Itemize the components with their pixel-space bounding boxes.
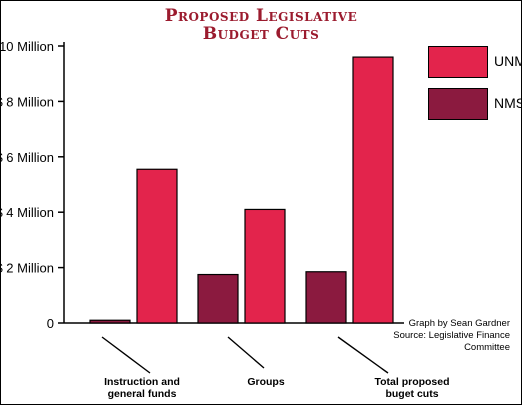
- category-leader-line: [101, 336, 151, 374]
- legend-label-nmsu: NMSU: [494, 95, 522, 111]
- category-label-instruction-line-2: general funds: [107, 388, 177, 400]
- bar-nmsu-2: [305, 271, 347, 324]
- credit-source-line-1: Source: Legislative Finance: [393, 330, 510, 341]
- category-label-total-line-1: Total proposed: [374, 376, 450, 388]
- y-tick-label: $ 2 Million: [0, 261, 54, 276]
- category-label-total-line-2: buget cuts: [385, 388, 439, 400]
- category-label-groups: Groups: [206, 376, 326, 388]
- y-tick-label: 0: [47, 316, 54, 331]
- category-label-total: Total proposed buget cuts: [352, 376, 472, 400]
- credit-source-line-2: Committee: [464, 342, 510, 353]
- y-tick-label: $10 Million: [0, 39, 54, 54]
- chart-title-line-2: Budget Cuts: [202, 24, 320, 44]
- category-leader-line: [227, 336, 265, 369]
- category-label-instruction-line-1: Instruction and: [104, 376, 180, 388]
- category-leader-line: [337, 336, 389, 374]
- category-label-groups-line-1: Groups: [247, 376, 285, 388]
- y-tick-label: $ 6 Million: [0, 150, 54, 165]
- chart-title-line-1: Proposed Legislative: [164, 6, 358, 26]
- category-label-instruction: Instruction and general funds: [82, 376, 202, 400]
- legend-swatch-unm: [428, 46, 488, 78]
- bar-unm-1: [244, 208, 286, 324]
- y-tick-label: $ 4 Million: [0, 205, 54, 220]
- bar-unm-0: [136, 168, 178, 324]
- bar-unm-2: [352, 56, 394, 324]
- legend-swatch-nmsu: [428, 88, 488, 120]
- credit-graph-by: Graph by Sean Gardner: [408, 318, 510, 329]
- credit-text: Graph by Sean Gardner Source: Legislativ…: [393, 318, 510, 354]
- legend-label-unm: UNM: [494, 53, 522, 69]
- y-tick-label: $ 8 Million: [0, 94, 54, 109]
- bar-nmsu-0: [89, 319, 131, 324]
- bar-nmsu-1: [197, 273, 239, 324]
